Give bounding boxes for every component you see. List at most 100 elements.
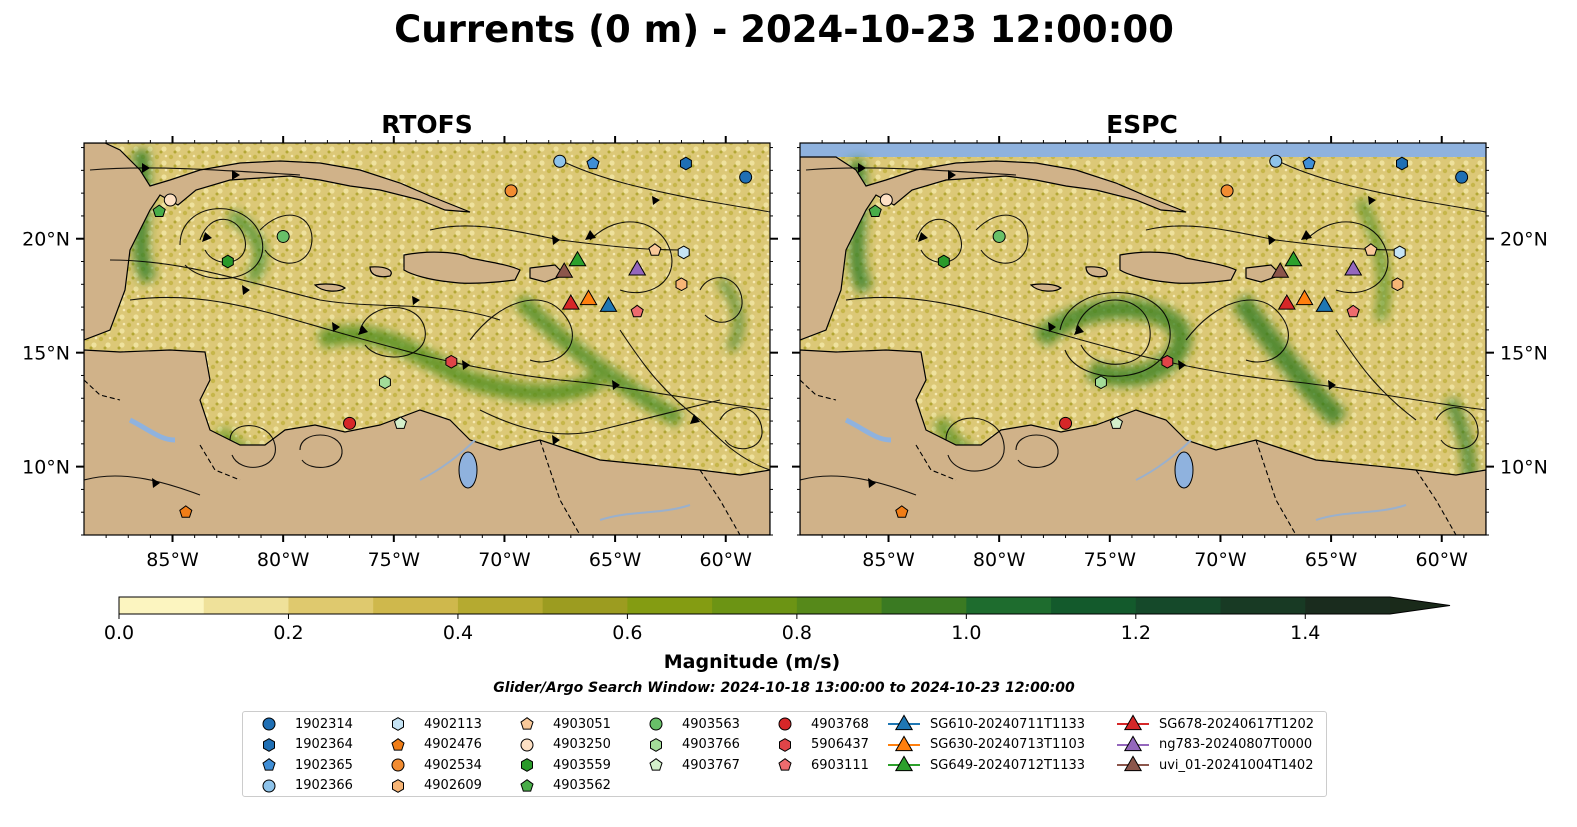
argo-float-1902365: [586, 156, 600, 170]
glider-SG610-20240711T1133: [599, 296, 618, 312]
legend-marker: [520, 738, 534, 751]
legend-marker: [263, 737, 275, 752]
panel-title: RTOFS: [381, 110, 473, 139]
legend-label: 4903563: [682, 716, 740, 732]
lake-nicaragua: [128, 417, 176, 443]
colorbar-ticks: 0.0 0.2 0.4 0.6 0.8 1.0 1.2 1.4: [104, 614, 1320, 644]
panel-rtofs: RTOFS: [22, 110, 778, 571]
lon-tick-label: 60°W: [1416, 549, 1469, 571]
legend-entry: 4903250: [509, 735, 611, 755]
legend-marker-icon: [262, 758, 276, 771]
legend-label: SG610-20240711T1133: [930, 716, 1086, 732]
legend-marker: [392, 778, 404, 793]
map-frame: [83, 142, 771, 536]
map-ticks: 85°W 80°W 75°W 70°W 65°W 60°W 10°N 15°N 20°N: [792, 136, 1548, 571]
argo-float-1902366: [1269, 154, 1283, 168]
colorbar-bin: [542, 597, 628, 614]
colorbar-bin: [288, 597, 374, 614]
legend-entry: 4902609: [380, 776, 482, 796]
lon-tick-label: 70°W: [478, 549, 531, 571]
legend-marker-icon: [779, 737, 791, 752]
legend-entry: 4903051: [509, 714, 611, 734]
lon-tick-label: 65°W: [1305, 549, 1358, 571]
legend-entry: 4903559: [509, 755, 611, 775]
lake-nicaragua: [844, 417, 892, 443]
lake-maracaibo: [1174, 451, 1194, 489]
legend-marker-icon: [778, 758, 792, 771]
argo-float-4903250: [879, 193, 893, 207]
colorbar-bin: [1305, 597, 1391, 614]
legend-label: 4902534: [424, 757, 482, 773]
legend-label: 1902366: [295, 778, 353, 793]
argo-float-4903562: [152, 204, 166, 217]
argo-float-1902364: [1396, 156, 1408, 171]
legend-marker-icon: [391, 758, 405, 772]
lon-tick-label: 85°W: [146, 549, 199, 571]
lon-tick-label: 70°W: [1194, 549, 1247, 571]
colorbar-tick-label: 0.4: [443, 622, 473, 644]
colorbar-bin: [796, 597, 883, 614]
colorbar-bin: [203, 597, 289, 614]
legend-label: 1902365: [295, 757, 353, 773]
colorbar-tick-label: 0.8: [782, 622, 812, 644]
legend-label: 4903767: [682, 757, 740, 773]
lon-tick-label: 60°W: [700, 549, 753, 571]
map-frame: [799, 142, 1487, 536]
glider-uvi_01-20241004T1402: [555, 262, 574, 278]
argo-float-4903766: [379, 375, 391, 390]
legend-marker: [650, 737, 662, 752]
legend-label: SG630-20240713T1103: [930, 737, 1086, 752]
glider-ng783-20240807T0000: [628, 259, 647, 276]
glider-SG649-20240712T1133: [568, 250, 587, 267]
colorbar-tick-label: 0.0: [104, 622, 134, 644]
glider-SG630-20240713T1103: [579, 289, 598, 306]
legend-entry: 1902364: [251, 735, 353, 755]
rivers: [1135, 439, 1407, 521]
argo-float-5906437: [1161, 354, 1174, 369]
legend-label: 4902476: [424, 737, 482, 752]
legend-entry: ng783-20240807T0000: [1115, 734, 1312, 755]
colorbar-segments: [118, 596, 1451, 615]
legend-marker: [520, 778, 534, 792]
lon-tick-label: 80°W: [257, 549, 310, 571]
streamlines: [84, 159, 770, 496]
legend-entry: uvi_01-20241004T1402: [1115, 755, 1313, 775]
argo-float-4903768: [343, 416, 357, 430]
legend-entry: 1902366: [251, 776, 353, 796]
legend-marker-icon: [520, 778, 534, 792]
legend-entry: SG649-20240712T1133: [886, 755, 1085, 775]
argo-float-4902476: [895, 505, 909, 518]
lon-tick-label: 65°W: [589, 549, 642, 571]
legend-marker: [1123, 714, 1143, 731]
strong-current-band: [848, 158, 1477, 522]
glider-SG649-20240712T1133: [1284, 250, 1303, 267]
argo-float-4903562: [868, 204, 882, 217]
legend-entry: SG610-20240711T1133: [886, 714, 1085, 734]
argo-float-5906437: [445, 354, 458, 369]
legend-label: 4903766: [682, 737, 740, 752]
panel-espc: ESPC: [792, 110, 1548, 571]
legend-marker-icon: [392, 717, 404, 731]
float-and-glider-markers: [868, 154, 1469, 518]
legend-label: 4903768: [811, 716, 869, 732]
argo-float-1902364: [680, 156, 692, 171]
lat-tick-label: 15°N: [1500, 343, 1548, 365]
legend-marker-icon: [888, 734, 920, 751]
legend-marker: [1123, 734, 1143, 751]
colorbar-bin: [1135, 597, 1222, 614]
legend-label: 6903111: [811, 757, 869, 773]
argo-float-4903767: [1109, 416, 1123, 429]
legend-marker: [1123, 755, 1143, 772]
legend-marker: [262, 758, 276, 771]
legend-marker-icon: [262, 779, 276, 792]
float-and-glider-markers: [152, 154, 753, 518]
legend-label: 4903562: [553, 778, 611, 793]
lon-tick-label: 75°W: [368, 549, 421, 571]
legend-label: SG678-20240617T1202: [1159, 716, 1315, 732]
legend-marker-icon: [392, 778, 404, 793]
colorbar-bin: [1220, 597, 1306, 614]
legend-marker: [779, 737, 791, 752]
lat-tick-label: 20°N: [1500, 229, 1548, 251]
argo-float-4902609: [1391, 277, 1404, 292]
